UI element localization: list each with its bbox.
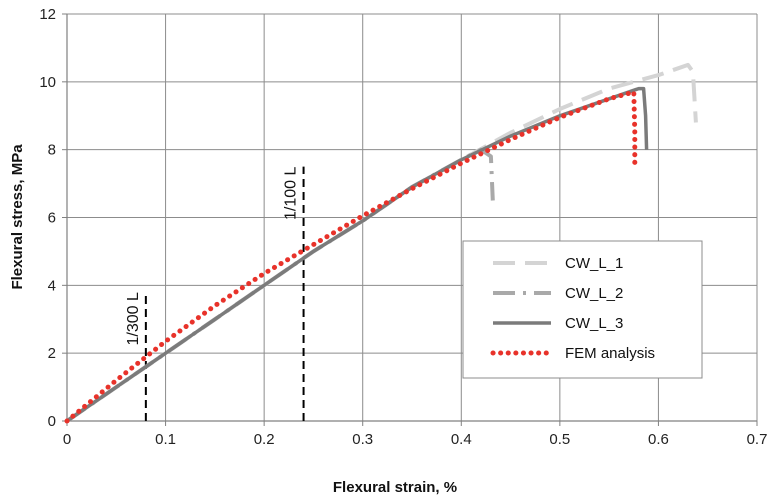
x-tick-label: 0.3 <box>352 431 373 448</box>
x-tick-label: 0.5 <box>549 431 570 448</box>
x-tick-labels: 0 0.1 0.2 0.3 0.4 0.5 0.6 0.7 <box>63 431 768 448</box>
x-tick-label: 0.4 <box>451 431 472 448</box>
y-tick-label: 12 <box>39 6 56 23</box>
y-tick-label: 4 <box>48 277 56 294</box>
series-line-fem-analysis <box>64 89 638 424</box>
legend-label: CW_L_1 <box>565 255 623 272</box>
gridlines <box>67 13 758 421</box>
series-layer <box>64 62 698 424</box>
limit-label: 1/100 L <box>283 167 300 220</box>
plot-frame <box>62 13 758 426</box>
y-tick-label: 8 <box>48 142 56 159</box>
annotations: 1/300 L 1/100 L <box>125 167 305 421</box>
x-tick-label: 0.6 <box>648 431 669 448</box>
x-tick-label: 0.7 <box>747 431 768 448</box>
limit-label: 1/300 L <box>125 292 142 345</box>
x-axis-title: Flexural strain, % <box>333 479 457 496</box>
x-tick-label: 0.1 <box>155 431 176 448</box>
y-tick-label: 10 <box>39 74 56 91</box>
y-tick-label: 2 <box>48 345 56 362</box>
y-axis-title: Flexural stress, MPa <box>9 144 26 290</box>
legend-label: CW_L_2 <box>565 285 623 302</box>
series-line-cw-l-1 <box>65 62 698 423</box>
legend-label: FEM analysis <box>565 345 655 362</box>
legend: CW_L_1 CW_L_2 CW_L_3 FEM analysis <box>462 240 703 379</box>
y-tick-label: 0 <box>48 413 56 430</box>
legend-label: CW_L_3 <box>565 315 623 332</box>
x-tick-label: 0 <box>63 431 71 448</box>
x-tick-label: 0.2 <box>254 431 275 448</box>
y-tick-labels: 0 2 4 6 8 10 12 <box>39 6 56 430</box>
series-line-cw-l-3 <box>66 86 649 423</box>
y-tick-label: 6 <box>48 210 56 227</box>
